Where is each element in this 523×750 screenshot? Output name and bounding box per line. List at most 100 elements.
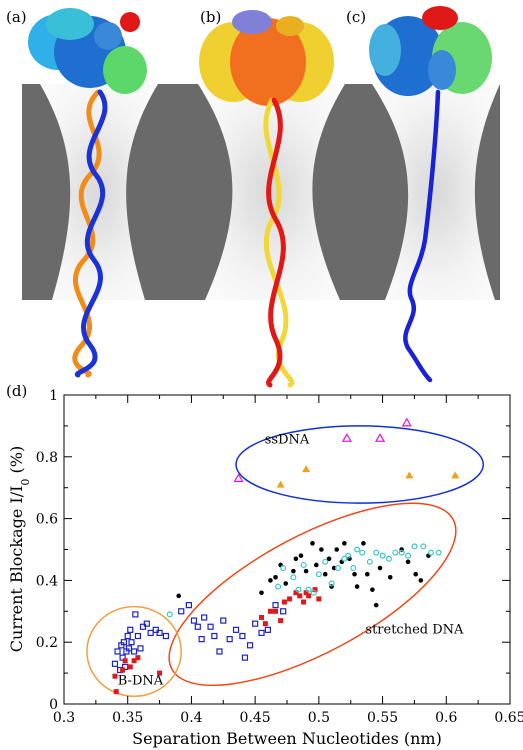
data-point-open-circle-9 bbox=[322, 558, 329, 565]
y-axis-label: Current Blockage I/I0 (%) bbox=[7, 446, 32, 652]
data-point-open-square-21 bbox=[162, 632, 170, 640]
data-point-open-circle-4 bbox=[295, 586, 302, 593]
data-point-filled-circle-31 bbox=[413, 571, 419, 577]
data-point-filled-square-7 bbox=[157, 670, 163, 676]
data-point-open-square-40 bbox=[272, 602, 279, 609]
data-point-open-square-11 bbox=[128, 639, 135, 646]
scatter-chart: 0.3 0.35 0.4 0.45 0.5 0.55 0.6 0.65 0 0.2 0.4 0.6 0.… bbox=[7, 388, 523, 748]
data-point-open-square-25 bbox=[194, 623, 201, 630]
data-point-open-circle-23 bbox=[405, 552, 412, 559]
data-point-filled-square-11 bbox=[273, 608, 279, 614]
x-tick-label-7: 0.65 bbox=[494, 710, 523, 726]
tick-layer: 0.3 0.35 0.4 0.45 0.5 0.55 0.6 0.65 0 0.2 0.4 0.6 0.… bbox=[36, 388, 523, 726]
data-point-filled-square-12 bbox=[278, 618, 284, 624]
data-point-filled-circle-26 bbox=[373, 602, 379, 608]
data-point-open-square-10 bbox=[127, 626, 134, 633]
x-tick-label-0: 0.3 bbox=[53, 710, 75, 726]
annotation-stretched-dna: stretched DNA bbox=[365, 622, 464, 637]
data-point-filled-square-0 bbox=[112, 673, 118, 679]
x-tick-label-1: 0.35 bbox=[112, 710, 143, 726]
data-point-open-circle-12 bbox=[341, 555, 348, 562]
data-point-open-triangle-1 bbox=[341, 432, 353, 442]
data-point-open-triangle-0 bbox=[233, 473, 244, 483]
data-point-filled-circle-23 bbox=[361, 541, 366, 546]
data-point-filled-triangle-2 bbox=[405, 471, 414, 479]
data-point-filled-circle-3 bbox=[273, 575, 278, 580]
data-point-open-square-6 bbox=[122, 663, 129, 671]
data-point-filled-circle-19 bbox=[342, 541, 347, 546]
pore-b bbox=[198, 84, 345, 300]
data-point-open-square-13 bbox=[132, 611, 139, 618]
data-point-filled-circle-7 bbox=[293, 556, 299, 562]
data-point-open-circle-13 bbox=[345, 552, 352, 559]
data-point-open-square-23 bbox=[185, 602, 192, 609]
data-point-open-circle-17 bbox=[366, 558, 373, 565]
data-point-open-square-31 bbox=[220, 617, 227, 624]
data-point-open-circle-16 bbox=[359, 549, 366, 556]
x-tick-label-5: 0.55 bbox=[367, 710, 398, 726]
data-point-filled-square-18 bbox=[303, 590, 309, 596]
x-tick-label-2: 0.4 bbox=[180, 710, 202, 726]
data-point-open-circle-0 bbox=[166, 611, 173, 618]
ellipse-stretched-dna bbox=[168, 502, 457, 687]
data-point-open-circle-20 bbox=[385, 555, 392, 562]
data-point-open-square-20 bbox=[156, 629, 163, 637]
data-point-open-circle-11 bbox=[334, 565, 341, 572]
data-point-filled-circle-21 bbox=[352, 571, 357, 577]
data-point-open-square-15 bbox=[137, 645, 144, 652]
data-point-open-square-28 bbox=[207, 623, 214, 630]
data-point-filled-circle-32 bbox=[418, 578, 424, 583]
data-point-open-square-1 bbox=[114, 648, 121, 655]
data-point-filled-circle-13 bbox=[322, 571, 328, 577]
panel-label-c: (c) bbox=[346, 8, 366, 26]
data-point-filled-square-17 bbox=[301, 599, 307, 605]
panel-label-a: (a) bbox=[6, 8, 27, 26]
data-point-open-circle-18 bbox=[373, 549, 380, 556]
protein-c bbox=[369, 6, 492, 96]
data-point-filled-circle-14 bbox=[326, 556, 332, 562]
data-point-open-triangle-2 bbox=[374, 432, 386, 442]
y-axis-label-main: Current Blockage I/I bbox=[7, 486, 26, 653]
data-point-filled-square-2 bbox=[120, 667, 126, 673]
pore-a bbox=[40, 84, 158, 300]
data-point-open-circle-24 bbox=[411, 543, 418, 550]
x-tick-label-4: 0.5 bbox=[308, 710, 330, 726]
data-point-open-circle-1 bbox=[275, 583, 282, 590]
data-point-filled-circle-6 bbox=[291, 568, 296, 574]
data-point-filled-circle-2 bbox=[268, 578, 273, 583]
data-point-filled-square-9 bbox=[262, 621, 268, 627]
data-point-filled-triangle-0 bbox=[276, 480, 285, 488]
data-point-filled-circle-8 bbox=[298, 553, 304, 558]
data-point-filled-square-1 bbox=[113, 689, 119, 695]
protein-a bbox=[28, 8, 147, 94]
data-point-open-triangle-3 bbox=[401, 417, 412, 427]
data-point-open-square-36 bbox=[246, 642, 254, 649]
data-point-filled-circle-0 bbox=[176, 593, 181, 599]
data-point-open-circle-22 bbox=[398, 549, 405, 556]
data-point-open-circle-21 bbox=[392, 549, 399, 556]
data-point-filled-circle-25 bbox=[370, 587, 375, 592]
data-point-open-square-27 bbox=[201, 614, 208, 621]
marker-layer bbox=[111, 417, 460, 695]
data-point-filled-circle-22 bbox=[354, 584, 360, 589]
y-axis-label-unit: (%) bbox=[7, 446, 26, 479]
data-point-filled-square-20 bbox=[312, 587, 318, 593]
data-point-open-circle-7 bbox=[310, 589, 317, 596]
data-point-open-square-32 bbox=[226, 636, 233, 643]
data-point-filled-circle-27 bbox=[377, 565, 383, 571]
data-point-open-square-0 bbox=[111, 660, 119, 667]
data-point-filled-circle-28 bbox=[387, 575, 393, 580]
data-point-open-square-29 bbox=[211, 632, 218, 640]
data-point-open-circle-5 bbox=[300, 561, 307, 568]
pore-c bbox=[372, 84, 500, 300]
x-tick-label-6: 0.6 bbox=[435, 710, 457, 726]
data-point-open-square-37 bbox=[252, 620, 259, 627]
data-point-open-square-24 bbox=[190, 617, 198, 624]
data-point-open-square-26 bbox=[198, 636, 205, 643]
annotation-ssdna: ssDNA bbox=[265, 432, 310, 447]
data-point-filled-circle-11 bbox=[314, 562, 319, 568]
data-point-open-circle-8 bbox=[315, 571, 322, 578]
data-point-open-square-17 bbox=[143, 620, 150, 627]
data-point-open-square-33 bbox=[232, 626, 240, 633]
